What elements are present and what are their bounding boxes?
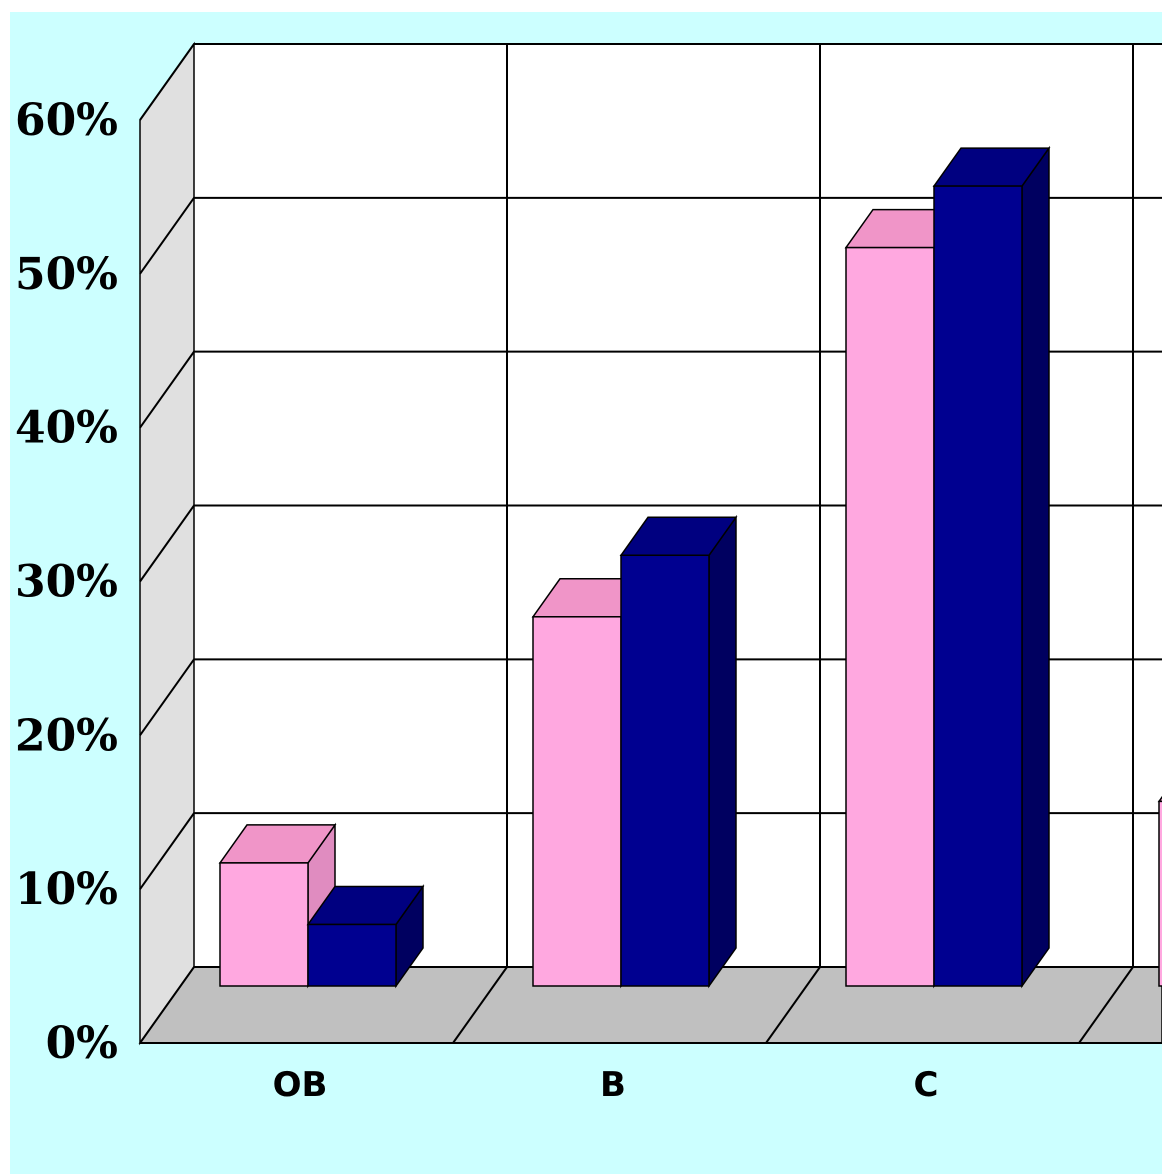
grid-lines xyxy=(139,43,1162,1044)
bar-front xyxy=(933,185,1023,987)
x-tick-label: OB xyxy=(273,1065,328,1105)
x-tick-label: B xyxy=(600,1065,626,1105)
bar-front xyxy=(219,862,309,987)
grid-line-h xyxy=(139,812,1162,890)
floor-divider xyxy=(1078,966,1134,1044)
y-tick-label: 60% xyxy=(15,95,118,146)
bar xyxy=(932,145,1051,989)
y-tick-label: 0% xyxy=(46,1018,118,1069)
bar-front xyxy=(620,554,710,987)
bar-side xyxy=(708,514,737,989)
bar-front xyxy=(1158,800,1162,987)
x-tick-label: C xyxy=(914,1065,939,1105)
y-tick-label: 40% xyxy=(15,403,118,454)
x-axis: OB B C xyxy=(273,1065,939,1105)
y-tick-label: 50% xyxy=(15,249,118,300)
floor-divider xyxy=(452,966,508,1044)
grid-line-h xyxy=(139,196,1162,275)
y-tick-label: 20% xyxy=(15,710,118,761)
bar-front xyxy=(845,246,935,987)
bar xyxy=(619,514,738,989)
floor-divider xyxy=(765,966,821,1044)
grid-line-h xyxy=(139,658,1162,736)
y-tick-label: 10% xyxy=(15,864,118,915)
bar-front xyxy=(307,923,397,987)
bar-front xyxy=(532,616,622,987)
bar-top xyxy=(1157,795,1162,803)
grid-line-h xyxy=(139,966,1162,1044)
bar-side xyxy=(1021,145,1050,989)
bars-group xyxy=(218,145,1162,989)
y-axis: 0% 10% 20% 30% 40% 50% 60% xyxy=(15,95,118,1069)
bar xyxy=(306,884,425,989)
grid-line-h xyxy=(139,504,1162,583)
grid-line-h xyxy=(139,350,1162,429)
bar xyxy=(1157,795,1162,987)
y-tick-label: 30% xyxy=(15,557,118,608)
